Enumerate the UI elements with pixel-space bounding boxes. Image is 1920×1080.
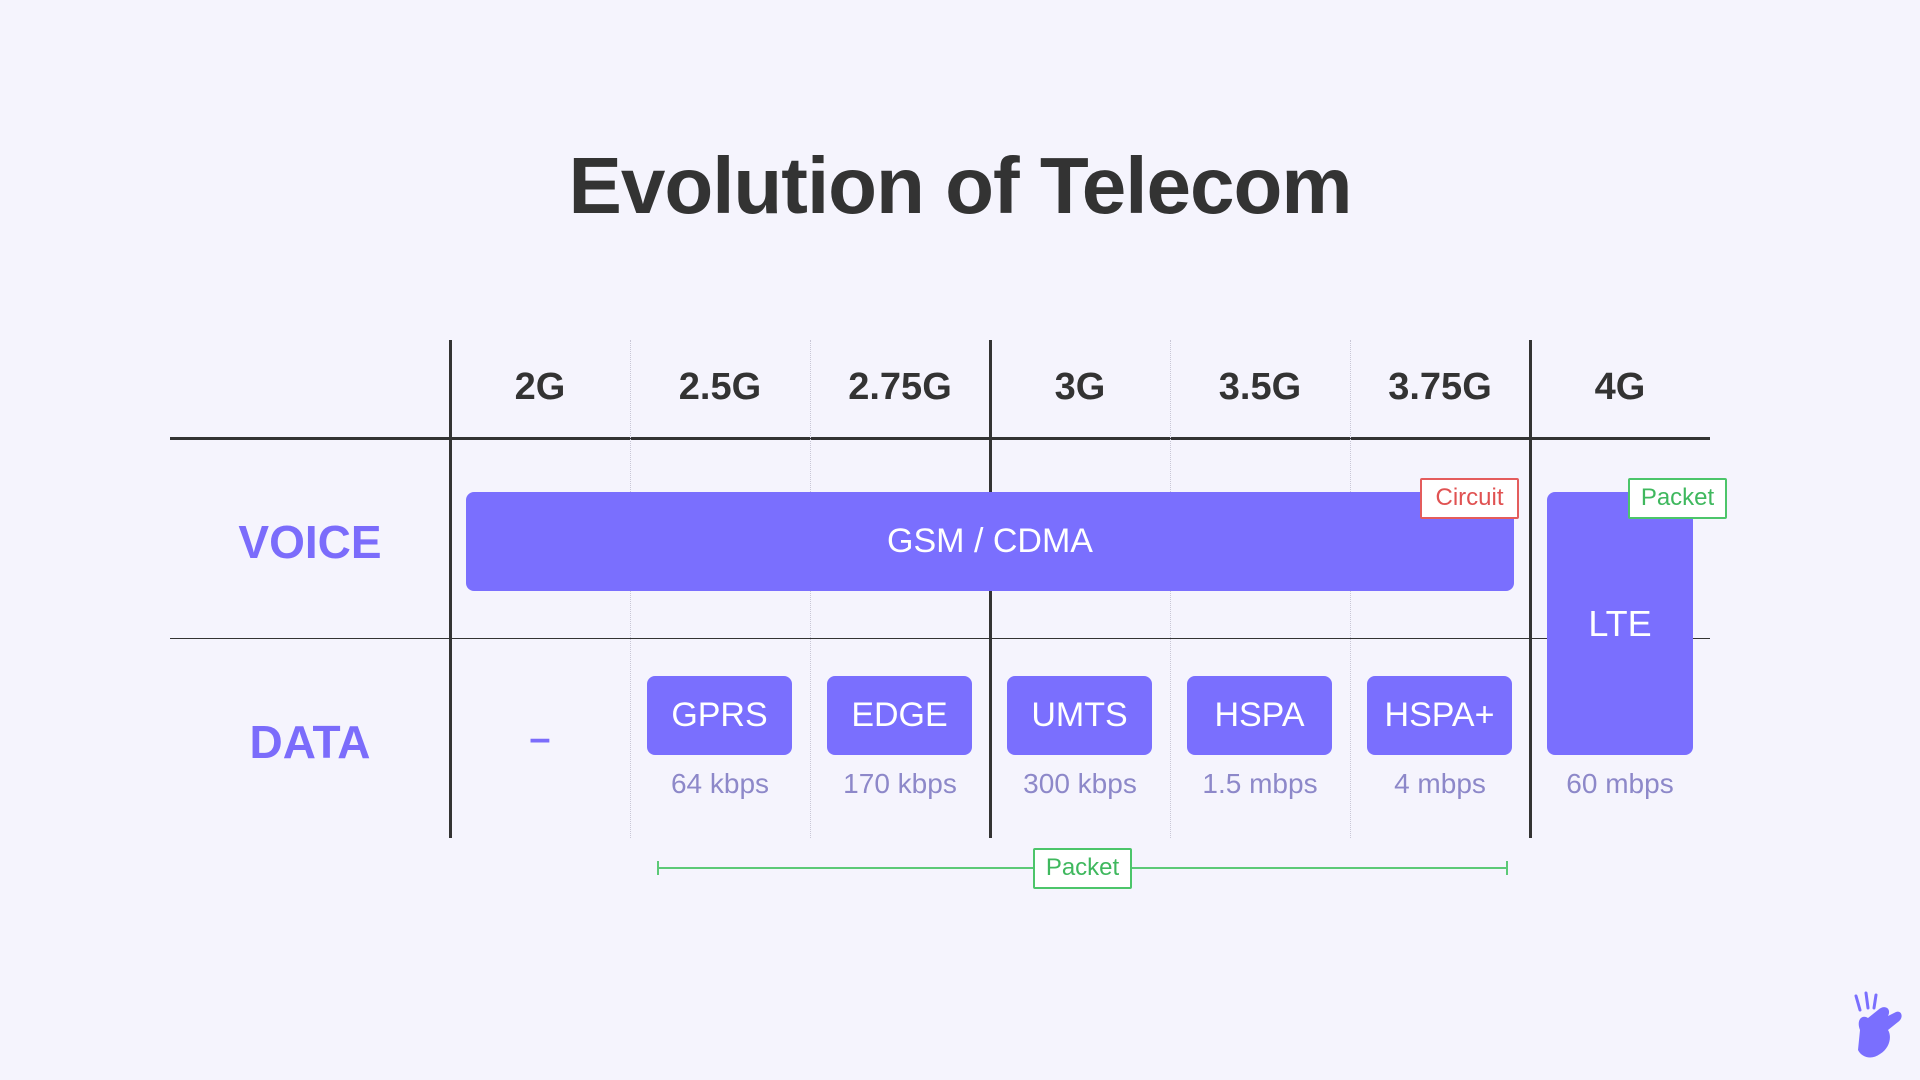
- data-2g-dash: –: [529, 718, 551, 760]
- column-header-3-75g: 3.75G: [1388, 366, 1492, 408]
- speed-umts: 300 kbps: [1023, 768, 1137, 799]
- voice-bar: GSM / CDMA: [466, 492, 1514, 591]
- row-divider: [170, 638, 1710, 639]
- circuit-tag: Circuit: [1420, 478, 1519, 519]
- speed-lte: 60 mbps: [1566, 768, 1674, 799]
- column-header-4g: 4G: [1594, 366, 1646, 408]
- speed-edge: 170 kbps: [843, 768, 957, 799]
- speed-hspa: 1.5 mbps: [1202, 768, 1318, 799]
- speed-hspa-plus: 4 mbps: [1394, 768, 1486, 799]
- data-tech-label: EDGE: [851, 696, 948, 734]
- lte-bar: LTE: [1547, 492, 1693, 755]
- page-title: Evolution of Telecom: [568, 141, 1352, 230]
- data-tech-label: HSPA+: [1384, 696, 1495, 734]
- speed-gprs: 64 kbps: [670, 768, 770, 799]
- generation-divider: [1529, 340, 1532, 838]
- column-header-3g: 3G: [1054, 366, 1106, 408]
- row-label-voice: VOICE: [238, 516, 382, 568]
- data-tech-label: GPRS: [671, 696, 768, 734]
- packet-range-cap-left: [657, 861, 659, 875]
- generation-divider: [449, 340, 452, 838]
- data-tech-hspa-plus: HSPA+: [1367, 676, 1512, 755]
- row-label-data: DATA: [249, 716, 371, 768]
- column-header-2-5g: 2.5G: [678, 366, 762, 408]
- data-tech-hspa: HSPA: [1187, 676, 1332, 755]
- data-tech-umts: UMTS: [1007, 676, 1152, 755]
- data-tech-label: HSPA: [1214, 696, 1305, 734]
- column-header-2g: 2G: [514, 366, 566, 408]
- snapping-hand-icon: [1848, 990, 1906, 1064]
- packet-range-tag: Packet: [1033, 848, 1132, 889]
- header-divider: [170, 437, 1710, 440]
- voice-bar-label: GSM / CDMA: [887, 522, 1093, 560]
- column-header-2-75g: 2.75G: [848, 366, 952, 408]
- data-tech-edge: EDGE: [827, 676, 972, 755]
- data-tech-label: UMTS: [1031, 696, 1128, 734]
- packet-range-cap-right: [1506, 861, 1508, 875]
- lte-packet-tag: Packet: [1628, 478, 1727, 519]
- data-tech-gprs: GPRS: [647, 676, 792, 755]
- lte-bar-label: LTE: [1588, 602, 1652, 644]
- column-header-3-5g: 3.5G: [1218, 366, 1302, 408]
